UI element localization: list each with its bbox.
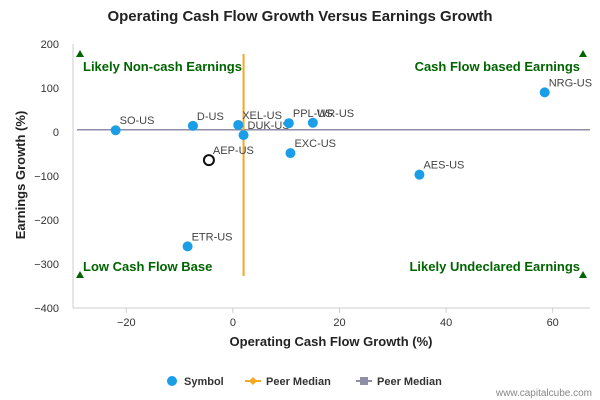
data-point — [182, 241, 193, 252]
data-point-label: XEL-US — [242, 110, 282, 122]
data-point — [283, 118, 294, 129]
data-point — [110, 125, 121, 136]
x-tick-label: 40 — [440, 317, 452, 329]
data-point-label: NRG-US — [549, 77, 592, 89]
data-point — [233, 119, 244, 130]
quadrant-marker-bottom-left — [76, 271, 84, 278]
x-tick-label: 60 — [547, 317, 559, 329]
highlight-point — [202, 154, 215, 167]
legend: Symbol Peer Median Peer Median — [167, 376, 442, 388]
x-axis-title: Operating Cash Flow Growth (%) — [230, 334, 433, 349]
data-point-label: D-US — [197, 111, 224, 123]
y-tick-label: −200 — [34, 215, 59, 227]
credit-text: www.capitalcube.com — [495, 388, 592, 399]
data-point-label: AES-US — [423, 160, 464, 172]
legend-symbol-label: Symbol — [184, 376, 224, 388]
y-tick-label: 200 — [41, 39, 59, 51]
quadrant-markers — [76, 50, 587, 278]
quadrant-marker-bottom-right — [579, 271, 587, 278]
data-point-label: DUK-US — [248, 120, 290, 132]
quadrant-marker-top-left — [76, 50, 84, 57]
quadrant-marker-top-right — [579, 50, 587, 57]
data-point-label: EXC-US — [294, 138, 336, 150]
y-axis-ticks: 200 100 0 −100 −200 −300 −400 — [34, 39, 59, 315]
legend-peer-median-y-marker — [360, 377, 368, 385]
data-point — [307, 117, 318, 128]
legend-peer-median-x-marker — [249, 377, 257, 385]
y-axis-title: Earnings Growth (%) — [13, 111, 28, 240]
y-tick-label: −400 — [34, 303, 59, 315]
legend-item-peer-median-y[interactable]: Peer Median — [356, 376, 442, 388]
chart-title: Operating Cash Flow Growth Versus Earnin… — [107, 8, 492, 25]
data-point-label: ETR-US — [192, 231, 233, 243]
median-lines — [77, 54, 590, 276]
quadrant-label-top-right: Cash Flow based Earnings — [415, 59, 580, 74]
y-tick-label: 100 — [41, 83, 59, 95]
data-point — [414, 169, 425, 180]
legend-item-symbol[interactable]: Symbol — [167, 376, 224, 388]
quadrant-label-top-left: Likely Non-cash Earnings — [83, 59, 242, 74]
x-axis-ticks: −20 0 20 40 60 — [117, 308, 559, 329]
legend-item-peer-median-x[interactable]: Peer Median — [245, 376, 331, 388]
quadrant-label-bottom-right: Likely Undeclared Earnings — [409, 259, 580, 274]
data-point — [539, 87, 550, 98]
data-point — [285, 148, 296, 159]
y-tick-label: 0 — [53, 127, 59, 139]
data-point — [187, 120, 198, 131]
highlight-point-label: AEP-US — [213, 145, 254, 157]
plot-area — [72, 44, 590, 309]
x-tick-label: 20 — [333, 317, 345, 329]
legend-peer-median-y-label: Peer Median — [377, 376, 442, 388]
data-point-label: WR-US — [317, 108, 354, 120]
legend-peer-median-x-label: Peer Median — [266, 376, 331, 388]
x-tick-label: 0 — [230, 317, 236, 329]
data-point — [238, 130, 249, 141]
x-tick-label: −20 — [117, 317, 136, 329]
quadrant-label-bottom-left: Low Cash Flow Base — [83, 259, 212, 274]
data-point-label: PPL-US — [293, 108, 333, 120]
data-point-label: SO-US — [120, 115, 155, 127]
y-tick-label: −100 — [34, 171, 59, 183]
legend-symbol-marker — [167, 376, 177, 386]
y-tick-label: −300 — [34, 259, 59, 271]
